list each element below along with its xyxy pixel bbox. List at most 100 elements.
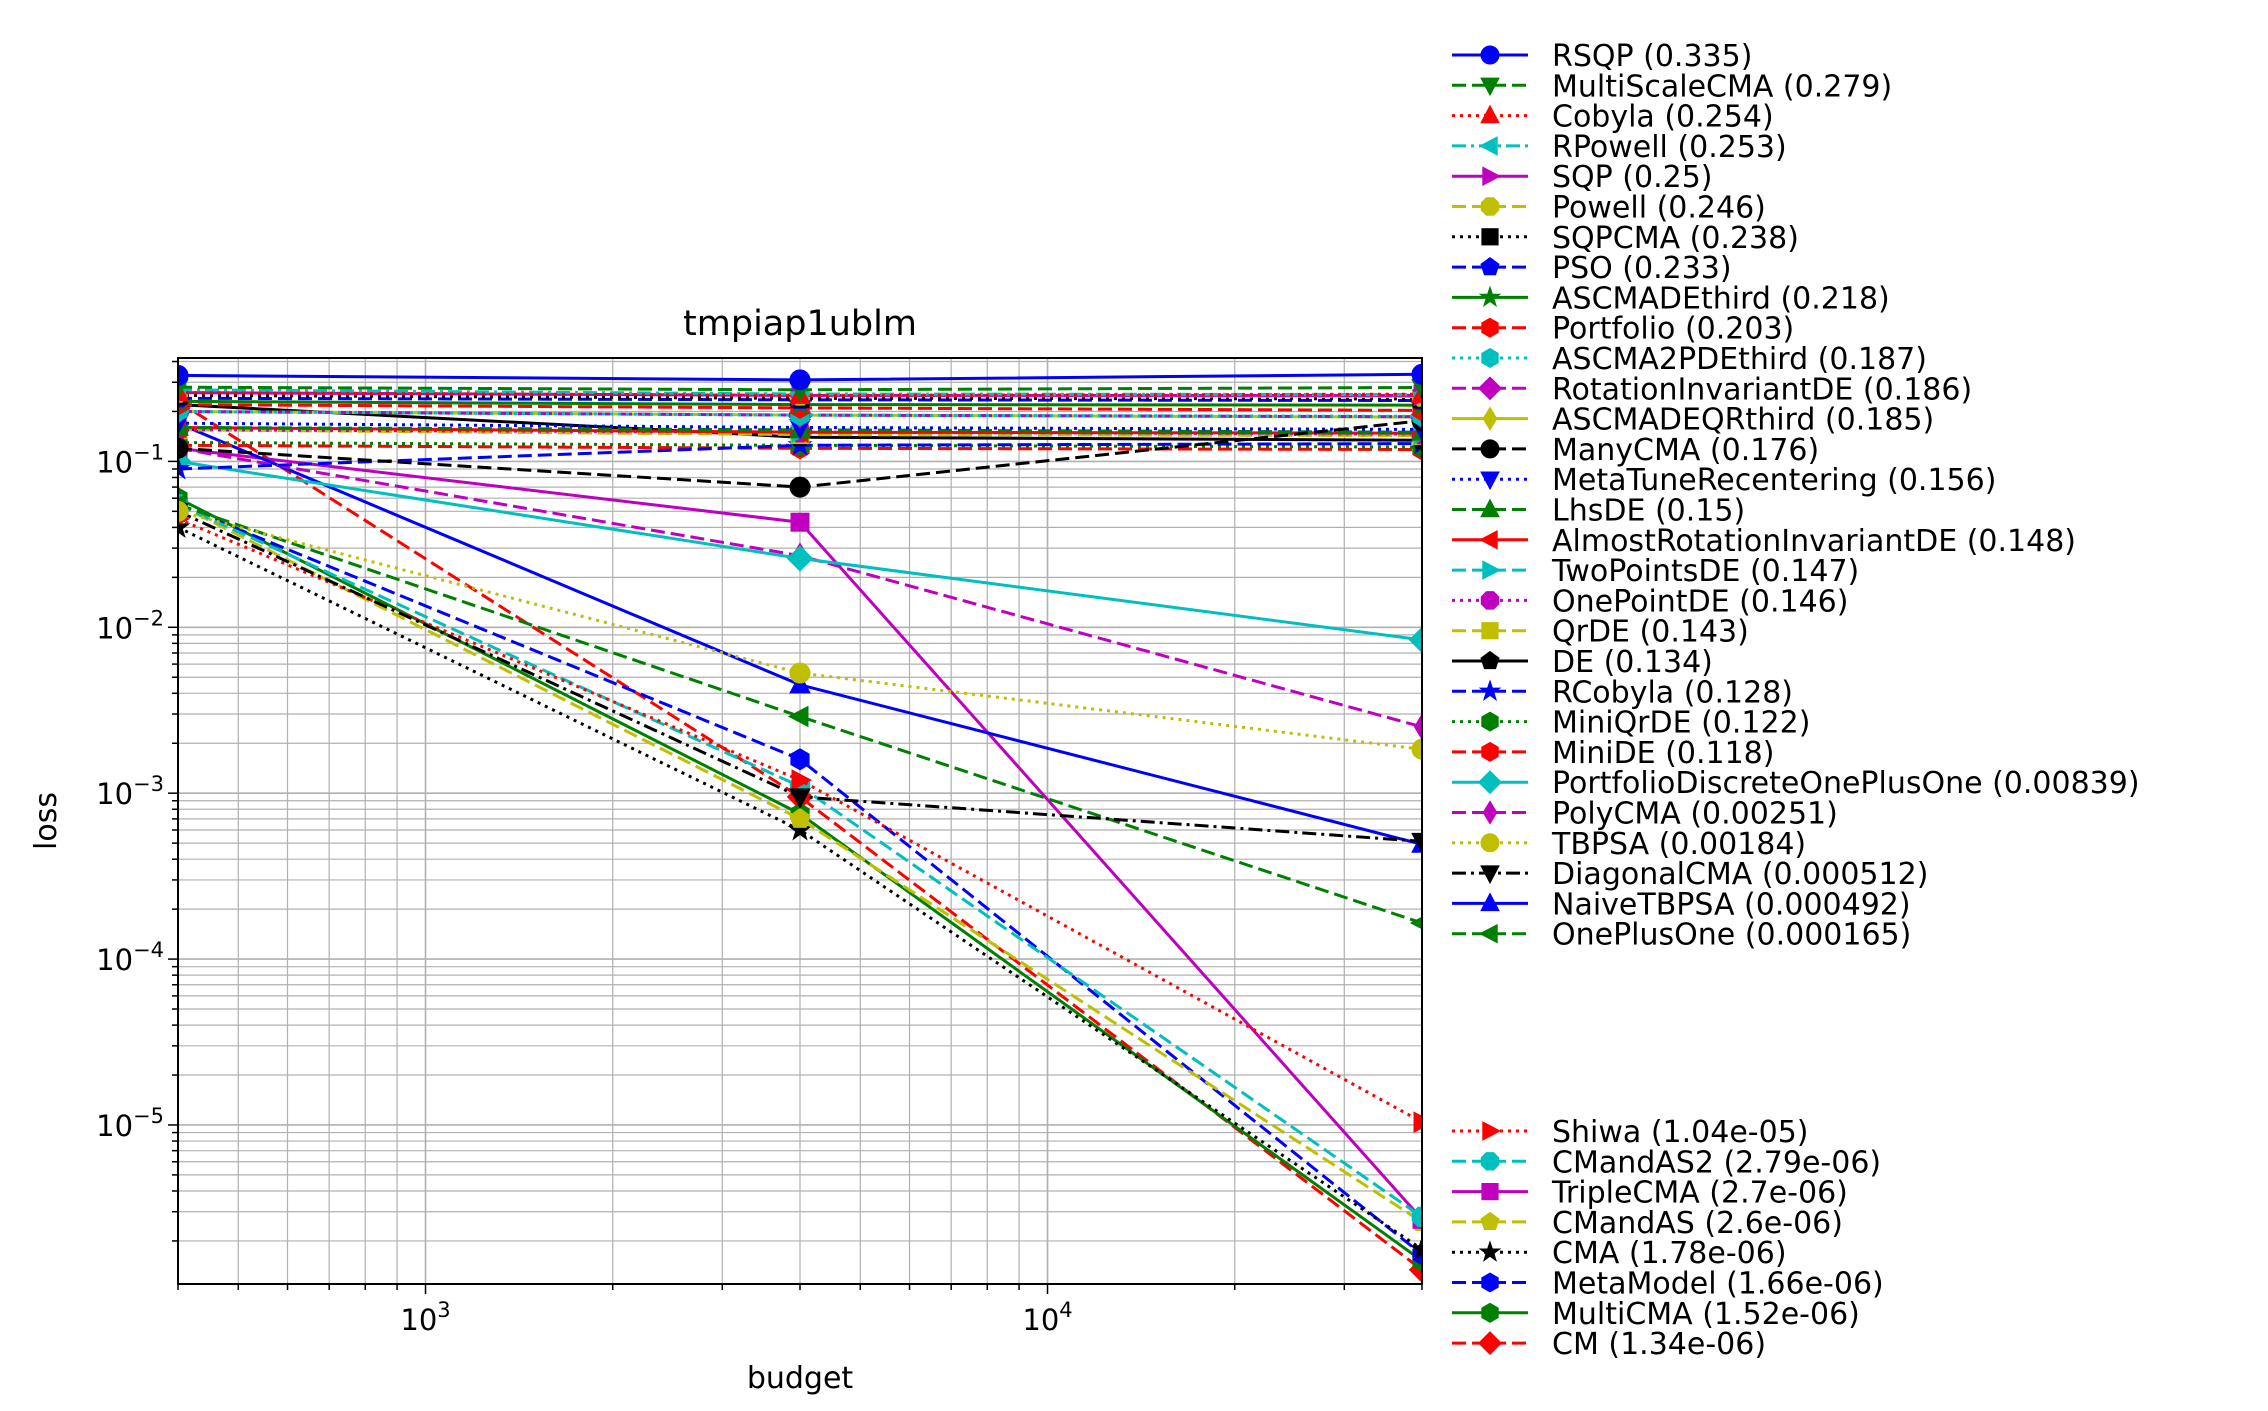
legend-marker [1480,471,1500,491]
legend-label: CMandAS (2.6e-06) [1552,1206,1843,1241]
legend-item-portfolio: Portfolio (0.203) [1452,312,1794,347]
legend-marker [1481,347,1499,369]
legend-marker [1480,591,1500,610]
legend-item-multicma: MultiCMA (1.52e-06) [1452,1297,1860,1332]
legend-item-almostrotationinvariantde: AlmostRotationInvariantDE (0.148) [1452,524,2076,559]
legend-marker [1480,833,1500,853]
legend-marker [1482,560,1501,580]
legend-item-shiwa: Shiwa (1.04e-05) [1452,1115,1809,1150]
legend-label: ManyCMA (0.176) [1552,433,1819,468]
legend-item-rpowell: RPowell (0.253) [1452,130,1787,165]
data-point [1411,832,1422,854]
y-tick-label: 10−4 [96,938,164,977]
legend-marker [1478,285,1502,308]
legend-marker [1481,317,1499,338]
legend-label: MiniDE (0.118) [1552,736,1774,771]
data-point [1411,363,1422,385]
legend-item-sqpcma: SQPCMA (0.238) [1452,221,1799,256]
legend-marker [1480,1211,1500,1231]
legend: RSQP (0.335)MultiScaleCMA (0.279)Cobyla … [1452,39,2140,1362]
y-tick-label: 10−1 [96,440,164,479]
legend-item-ascmadeqrthird: ASCMADEQRthird (0.185) [1452,403,1934,438]
legend-label: RPowell (0.253) [1552,130,1787,165]
data-point [790,512,810,532]
legend-item-portfoliodiscreteoneplusone: PortfolioDiscreteOnePlusOne (0.00839) [1452,766,2140,801]
legend-marker [1480,865,1500,885]
legend-item-diagonalcma: DiagonalCMA (0.000512) [1452,857,1928,892]
legend-label: OnePointDE (0.146) [1552,584,1848,619]
legend-marker [1481,1302,1499,1323]
legend-label: PortfolioDiscreteOnePlusOne (0.00839) [1552,766,2140,801]
legend-marker [1480,197,1500,216]
data-point [789,807,811,828]
legend-label: CMandAS2 (2.79e-06) [1552,1145,1881,1180]
legend-marker [1479,136,1498,156]
legend-marker [1481,228,1499,246]
data-point [789,369,811,391]
legend-item-lhsde: LhsDE (0.15) [1452,494,1745,529]
legend-marker [1481,622,1499,640]
x-tick-label: 103 [400,1298,450,1337]
legend-item-multiscalecma: MultiScaleCMA (0.279) [1452,69,1892,104]
data-point [789,788,811,809]
legend-marker [1479,923,1498,944]
legend-item-oneplusone: OnePlusOne (0.000165) [1452,918,1911,953]
legend-item-cma: CMA (1.78e-06) [1452,1236,1787,1271]
legend-marker [1480,257,1500,276]
legend-label: Shiwa (1.04e-05) [1552,1115,1809,1150]
legend-item-manycma: ManyCMA (0.176) [1452,433,1819,468]
legend-marker [1478,1331,1502,1356]
legend-label: ASCMADEQRthird (0.185) [1552,403,1934,438]
data-point [178,455,191,480]
legend-item-polycma: PolyCMA (0.00251) [1452,797,1838,832]
legend-item-metatunerecentering: MetaTuneRecentering (0.156) [1452,463,1996,498]
data-point [791,769,813,791]
data-point [789,662,811,684]
legend-marker [1479,529,1498,550]
legend-marker [1481,711,1499,732]
legend-label: RCobyla (0.128) [1552,675,1793,710]
series-tbpsa [178,500,1422,760]
legend-label: Portfolio (0.203) [1552,312,1794,347]
data-point [1413,1111,1422,1133]
legend-label: MiniQrDE (0.122) [1552,706,1810,741]
legend-label: PolyCMA (0.00251) [1552,797,1838,832]
legend-label: MetaTuneRecentering (0.156) [1552,463,1996,498]
legend-marker [1480,439,1500,459]
series-rsqp [178,363,1422,391]
x-tick-label: 104 [1022,1298,1072,1337]
y-axis-label: loss [29,792,64,850]
data-point [787,816,813,841]
legend-item-rcobyla: RCobyla (0.128) [1452,675,1793,710]
legend-item-cobyla: Cobyla (0.254) [1452,100,1774,135]
legend-item-powell: Powell (0.246) [1452,191,1766,226]
legend-marker [1482,800,1498,825]
y-tick-label: 10−3 [96,772,164,811]
legend-label: Powell (0.246) [1552,191,1766,226]
data-point [1409,1236,1422,1260]
legend-marker [1480,498,1500,518]
legend-item-de: DE (0.134) [1452,645,1713,680]
legend-label: QrDE (0.143) [1552,615,1749,650]
legend-label: LhsDE (0.15) [1552,494,1745,529]
legend-marker [1482,1121,1501,1141]
legend-label: RSQP (0.335) [1552,39,1752,74]
legend-item-metamodel: MetaModel (1.66e-06) [1452,1267,1884,1302]
legend-item-ascmadethird: ASCMADEthird (0.218) [1452,281,1890,316]
legend-label: ASCMADEthird (0.218) [1552,281,1890,316]
legend-marker [1478,376,1502,401]
data-point [789,476,811,498]
legend-item-minide: MiniDE (0.118) [1452,736,1774,771]
legend-item-onepointde: OnePointDE (0.146) [1452,584,1848,619]
legend-marker [1478,679,1502,701]
legend-label: TBPSA (0.00184) [1551,827,1806,862]
legend-marker [1482,166,1501,187]
data-point [1411,738,1422,760]
legend-item-cm: CM (1.34e-06) [1452,1327,1766,1362]
axis-ticks: 103 104 10−1 10−2 10−3 10−4 10−5 [96,360,1423,1337]
legend-marker [1478,1240,1502,1262]
legend-label: TripleCMA (2.7e-06) [1551,1176,1848,1211]
legend-marker [1481,1272,1499,1293]
legend-item-sqp: SQP (0.25) [1452,160,1713,195]
